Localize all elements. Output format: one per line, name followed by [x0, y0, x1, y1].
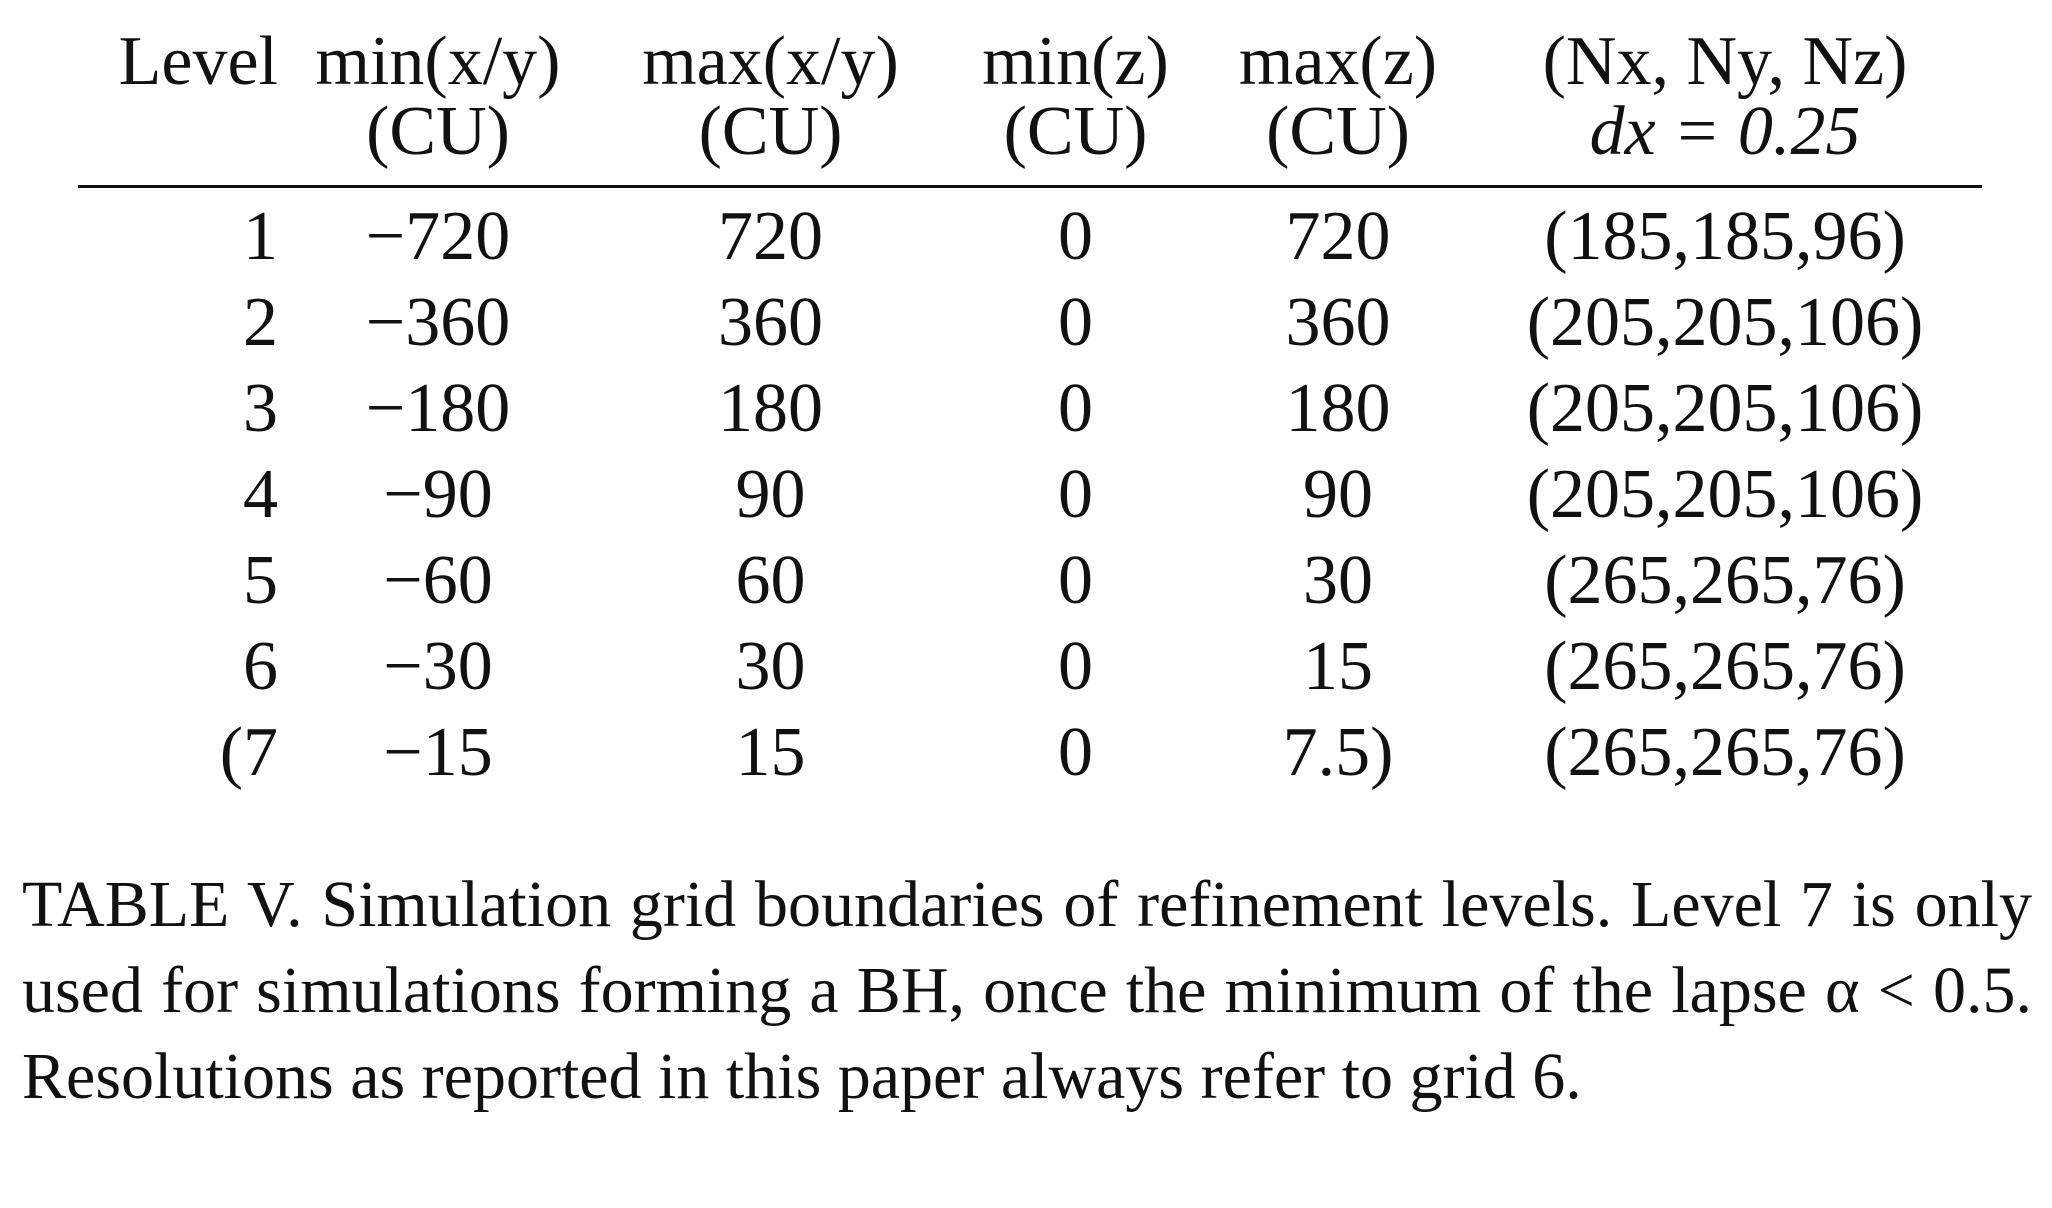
cell-min-xy: −60: [383, 542, 493, 619]
table-row: 4 −90 90 0 90 (205,205,106): [78, 452, 1982, 538]
grid-boundaries-table: Level min(x/y) max(x/y) min(z) max(z) (N…: [78, 14, 1982, 796]
cell-max-xy: 180: [718, 370, 823, 447]
cell-min-z: 0: [1058, 370, 1093, 447]
cell-min-z: 0: [1058, 456, 1093, 533]
table-body: 1 −720 720 0 720 (185,185,96) 2 −360 360 0 360 (205…: [78, 187, 1982, 797]
cell-level: 2: [243, 284, 278, 361]
cell-max-z: 360: [1285, 284, 1391, 361]
cell-max-z: 30: [1303, 542, 1373, 619]
cell-min-xy: −360: [365, 284, 511, 361]
cell-level: 4: [243, 456, 278, 533]
header-level-sub: [78, 97, 278, 188]
table-row: 2 −360 360 0 360 (205,205,106): [78, 280, 1982, 366]
table-row: 5 −60 60 0 30 (265,265,76): [78, 538, 1982, 624]
cell-max-z: 90: [1303, 456, 1373, 533]
cell-max-z: 180: [1285, 370, 1391, 447]
cell-max-xy: 60: [735, 542, 806, 619]
header-min-xy: min(x/y): [315, 23, 561, 100]
cell-level: (7: [219, 714, 278, 791]
cell-min-xy: −90: [383, 456, 493, 533]
cell-max-xy: 15: [735, 714, 806, 791]
cell-min-xy: −180: [365, 370, 511, 447]
cell-grid-points: (265,265,76): [1544, 542, 1906, 619]
table-row: 1 −720 720 0 720 (185,185,96): [78, 187, 1982, 281]
cell-max-z: 720: [1285, 198, 1391, 275]
header-max-xy: max(x/y): [642, 23, 899, 100]
table-header-row-2: (CU) (CU) (CU) (CU) dx = 0.25: [78, 97, 1982, 188]
cell-max-z: 15: [1303, 628, 1373, 705]
cell-min-xy: −15: [383, 714, 493, 791]
header-min-z-unit: (CU): [943, 97, 1208, 188]
table-header-row-1: Level min(x/y) max(x/y) min(z) max(z) (N…: [78, 14, 1982, 97]
table-caption: TABLE V. Simulation grid boundaries of r…: [22, 868, 2032, 1113]
cell-level: 6: [243, 628, 278, 705]
cell-min-z: 0: [1058, 284, 1093, 361]
cell-min-z: 0: [1058, 542, 1093, 619]
header-level: Level: [118, 23, 278, 100]
cell-min-z: 0: [1058, 198, 1093, 275]
cell-max-xy: 720: [718, 198, 823, 275]
cell-max-z: 7.5): [1282, 714, 1394, 791]
table-row: 6 −30 30 0 15 (265,265,76): [78, 624, 1982, 710]
cell-max-xy: 30: [735, 628, 806, 705]
header-min-xy-unit: (CU): [278, 97, 598, 188]
header-grid-points: (Nx, Ny, Nz): [1542, 23, 1908, 100]
cell-max-xy: 90: [735, 456, 806, 533]
cell-min-xy: −720: [365, 198, 511, 275]
cell-max-xy: 360: [718, 284, 823, 361]
cell-grid-points: (265,265,76): [1544, 714, 1906, 791]
cell-level: 5: [243, 542, 278, 619]
header-max-z: max(z): [1238, 23, 1438, 100]
header-grid-spacing: dx = 0.25: [1468, 97, 1982, 188]
table-row: 3 −180 180 0 180 (205,205,106): [78, 366, 1982, 452]
cell-min-xy: −30: [383, 628, 493, 705]
cell-grid-points: (205,205,106): [1526, 456, 1924, 533]
cell-grid-points: (205,205,106): [1526, 370, 1924, 447]
cell-min-z: 0: [1058, 714, 1093, 791]
header-max-z-unit: (CU): [1208, 97, 1468, 188]
cell-grid-points: (265,265,76): [1544, 628, 1906, 705]
table-row: (7 −15 15 0 7.5) (265,265,76): [78, 710, 1982, 796]
header-min-z: min(z): [982, 23, 1169, 100]
cell-min-z: 0: [1058, 628, 1093, 705]
cell-level: 3: [243, 370, 278, 447]
header-max-xy-unit: (CU): [598, 97, 943, 188]
cell-grid-points: (205,205,106): [1526, 284, 1924, 361]
cell-grid-points: (185,185,96): [1544, 198, 1906, 275]
cell-level: 1: [243, 198, 278, 275]
